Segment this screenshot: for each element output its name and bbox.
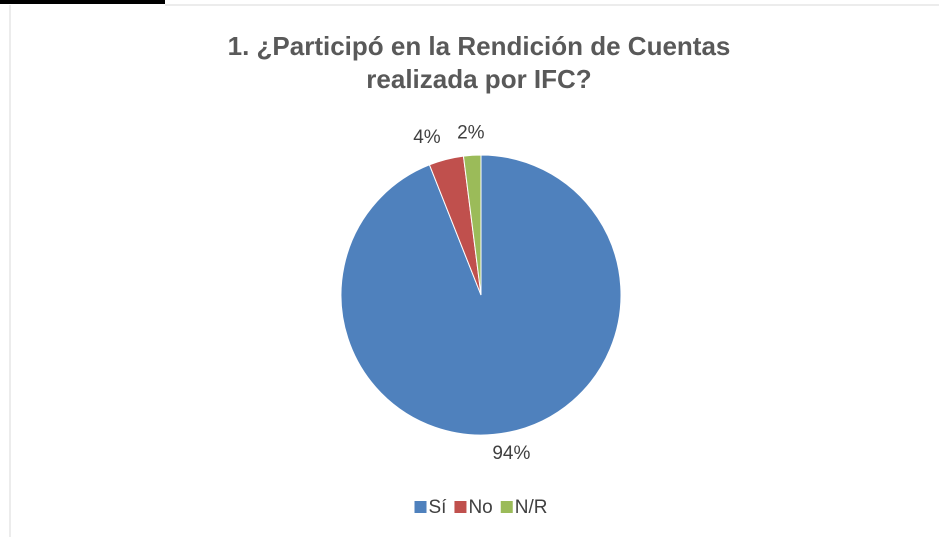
legend-swatch (414, 501, 427, 513)
data-label: 94% (492, 443, 530, 464)
legend-label: N/R (515, 497, 548, 518)
legend-label: No (468, 497, 492, 518)
data-label: 4% (413, 127, 441, 148)
legend-label: Sí (429, 497, 448, 518)
legend-swatch (454, 501, 467, 513)
data-label: 2% (457, 122, 485, 143)
chart-title: 1. ¿Participó en la Rendición de Cuentas… (227, 31, 731, 94)
legend-swatch (500, 501, 513, 513)
top-bar (0, 0, 165, 4)
pie-slice (462, 154, 482, 296)
